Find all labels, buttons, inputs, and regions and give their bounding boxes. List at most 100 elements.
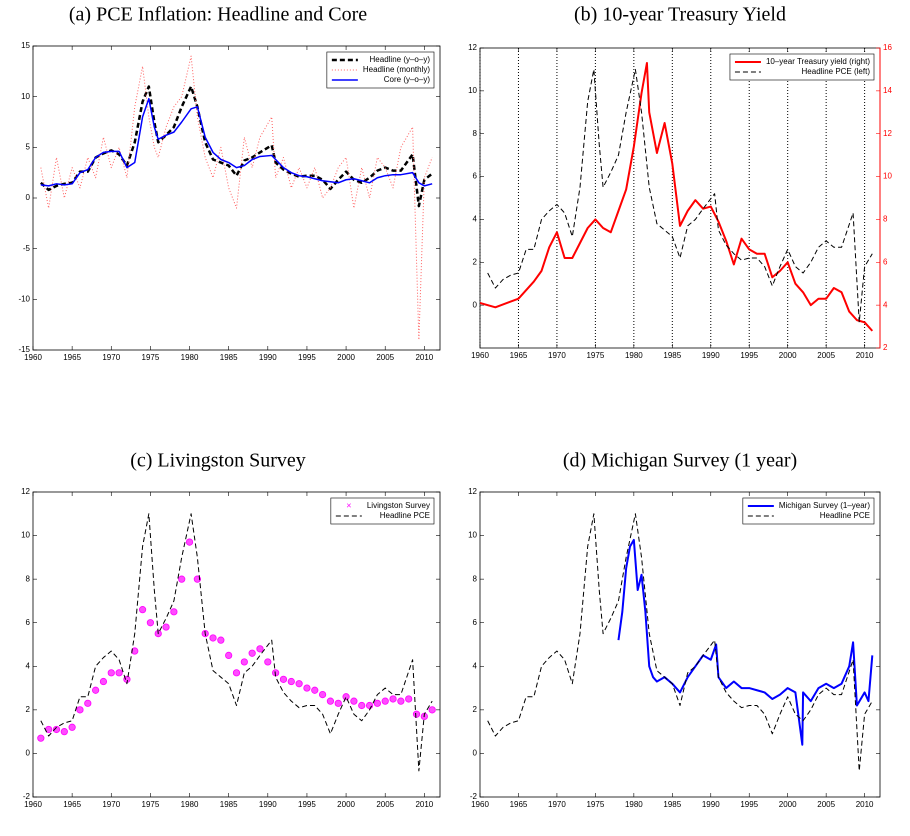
- marker: [232, 669, 241, 677]
- x-tick-label: 1980: [181, 353, 199, 362]
- legend-label: Headline PCE: [820, 511, 870, 520]
- marker: [334, 699, 342, 707]
- marker: [170, 608, 178, 616]
- marker: [264, 658, 272, 666]
- marker: [342, 693, 350, 701]
- legend-box: [330, 497, 435, 525]
- marker: [279, 675, 288, 683]
- x-tick-label: 2005: [376, 800, 394, 809]
- y2-tick-label: 12: [883, 129, 892, 138]
- x-tick-label: 1970: [102, 353, 120, 362]
- line-series: [40, 97, 433, 187]
- line-series: [39, 85, 433, 208]
- x-tick-label: 1995: [298, 353, 316, 362]
- x-tick-label: 1990: [702, 351, 720, 360]
- x-tick-label: 2010: [415, 800, 433, 809]
- x-tick-label: 2000: [337, 800, 355, 809]
- marker: [60, 728, 68, 736]
- legend-label: Headline PCE: [380, 511, 430, 520]
- y-tick-label: 0: [26, 193, 31, 202]
- legend-label: Core (y–o–y): [384, 75, 431, 84]
- marker: [84, 699, 92, 707]
- marker: [311, 686, 319, 694]
- x-tick-label: 2000: [779, 351, 797, 360]
- marker: [68, 723, 76, 731]
- x-tick-label: 1970: [548, 351, 566, 360]
- y-tick-label: 6: [473, 618, 478, 627]
- marker: [178, 575, 186, 583]
- y-tick-label: 10: [21, 92, 30, 101]
- y-tick-label: 4: [26, 661, 31, 670]
- marker: [185, 538, 194, 546]
- legend: 10–year Treasury yield (right)Headline P…: [729, 53, 875, 81]
- x-tick-label: 1990: [259, 800, 277, 809]
- y-tick-label: 4: [473, 215, 478, 224]
- marker: [240, 658, 248, 666]
- y-tick-label: 2: [473, 705, 478, 714]
- y-tick-label: 2: [26, 705, 31, 714]
- y-tick-label: 6: [473, 172, 478, 181]
- x-tick-label: 2010: [415, 353, 433, 362]
- plot-area: [487, 513, 874, 772]
- marker: [358, 701, 366, 710]
- legend-label: Headline (monthly): [363, 65, 430, 74]
- x-tick-label: 1985: [220, 353, 238, 362]
- y-tick-label: 15: [21, 41, 30, 50]
- marker: [115, 669, 123, 677]
- x-tick-label: 2005: [817, 800, 835, 809]
- y-tick-label: 5: [26, 142, 31, 151]
- x-tick-label: 1985: [663, 800, 681, 809]
- marker: [248, 649, 256, 657]
- legend-label: Headline (y–o–y): [370, 55, 431, 64]
- y-tick-label: 10: [468, 531, 477, 540]
- x-tick-label: 1975: [586, 800, 604, 809]
- y2-tick-label: 6: [883, 257, 888, 266]
- legend: Michigan Survey (1–year)Headline PCE: [742, 497, 875, 525]
- x-tick-label: 2005: [817, 351, 835, 360]
- marker: [99, 677, 108, 686]
- x-tick-label: 1980: [625, 351, 643, 360]
- x-tick-label: 1985: [220, 800, 238, 809]
- legend-label: Headline PCE (left): [802, 67, 871, 76]
- x-tick-label: 2005: [376, 353, 394, 362]
- y-tick-label: -15: [18, 345, 30, 354]
- legend-box: [742, 497, 875, 525]
- y2-tick-label: 10: [883, 172, 892, 181]
- marker: [76, 706, 84, 714]
- x-tick-label: 1960: [471, 351, 489, 360]
- y-tick-label: 12: [21, 487, 30, 496]
- x-tick-label: 1965: [63, 353, 81, 362]
- legend-box: [729, 53, 875, 81]
- line-series: [617, 538, 874, 746]
- plot-frame: [479, 491, 881, 798]
- x-tick-label: 2010: [856, 351, 874, 360]
- x-tick-label: 2010: [856, 800, 874, 809]
- line-series: [480, 62, 874, 332]
- marker: [146, 619, 155, 627]
- panel: (a) PCE Inflation: Headline and Core 1960…: [18, 4, 441, 362]
- marker: [397, 697, 405, 705]
- x-tick-label: 2000: [337, 353, 355, 362]
- marker: [256, 645, 264, 653]
- x-tick-label: 1990: [259, 353, 277, 362]
- chart-title: (c) Livingston Survey: [130, 450, 306, 472]
- x-tick-label: 1960: [24, 800, 42, 809]
- y2-tick-label: 8: [883, 215, 888, 224]
- marker: [326, 697, 335, 705]
- legend-label: Michigan Survey (1–year): [779, 501, 870, 510]
- y-tick-label: 6: [26, 618, 31, 627]
- x-tick-label: 1995: [740, 351, 758, 360]
- y-tick-label: 0: [473, 749, 478, 758]
- x-tick-label: 1975: [142, 800, 160, 809]
- marker: [107, 669, 115, 677]
- y-tick-label: 12: [468, 43, 477, 52]
- marker: [295, 680, 303, 688]
- legend: Headline (y–o–y)Headline (monthly)Core (…: [326, 51, 435, 89]
- panel: (d) Michigan Survey (1 year) 1960 1965 1970…: [468, 450, 881, 809]
- x-tick-label: 1970: [548, 800, 566, 809]
- y-tick-label: -10: [18, 294, 30, 303]
- x-tick-label: 1980: [625, 800, 643, 809]
- y-tick-label: 0: [473, 300, 478, 309]
- line-series: [40, 513, 433, 772]
